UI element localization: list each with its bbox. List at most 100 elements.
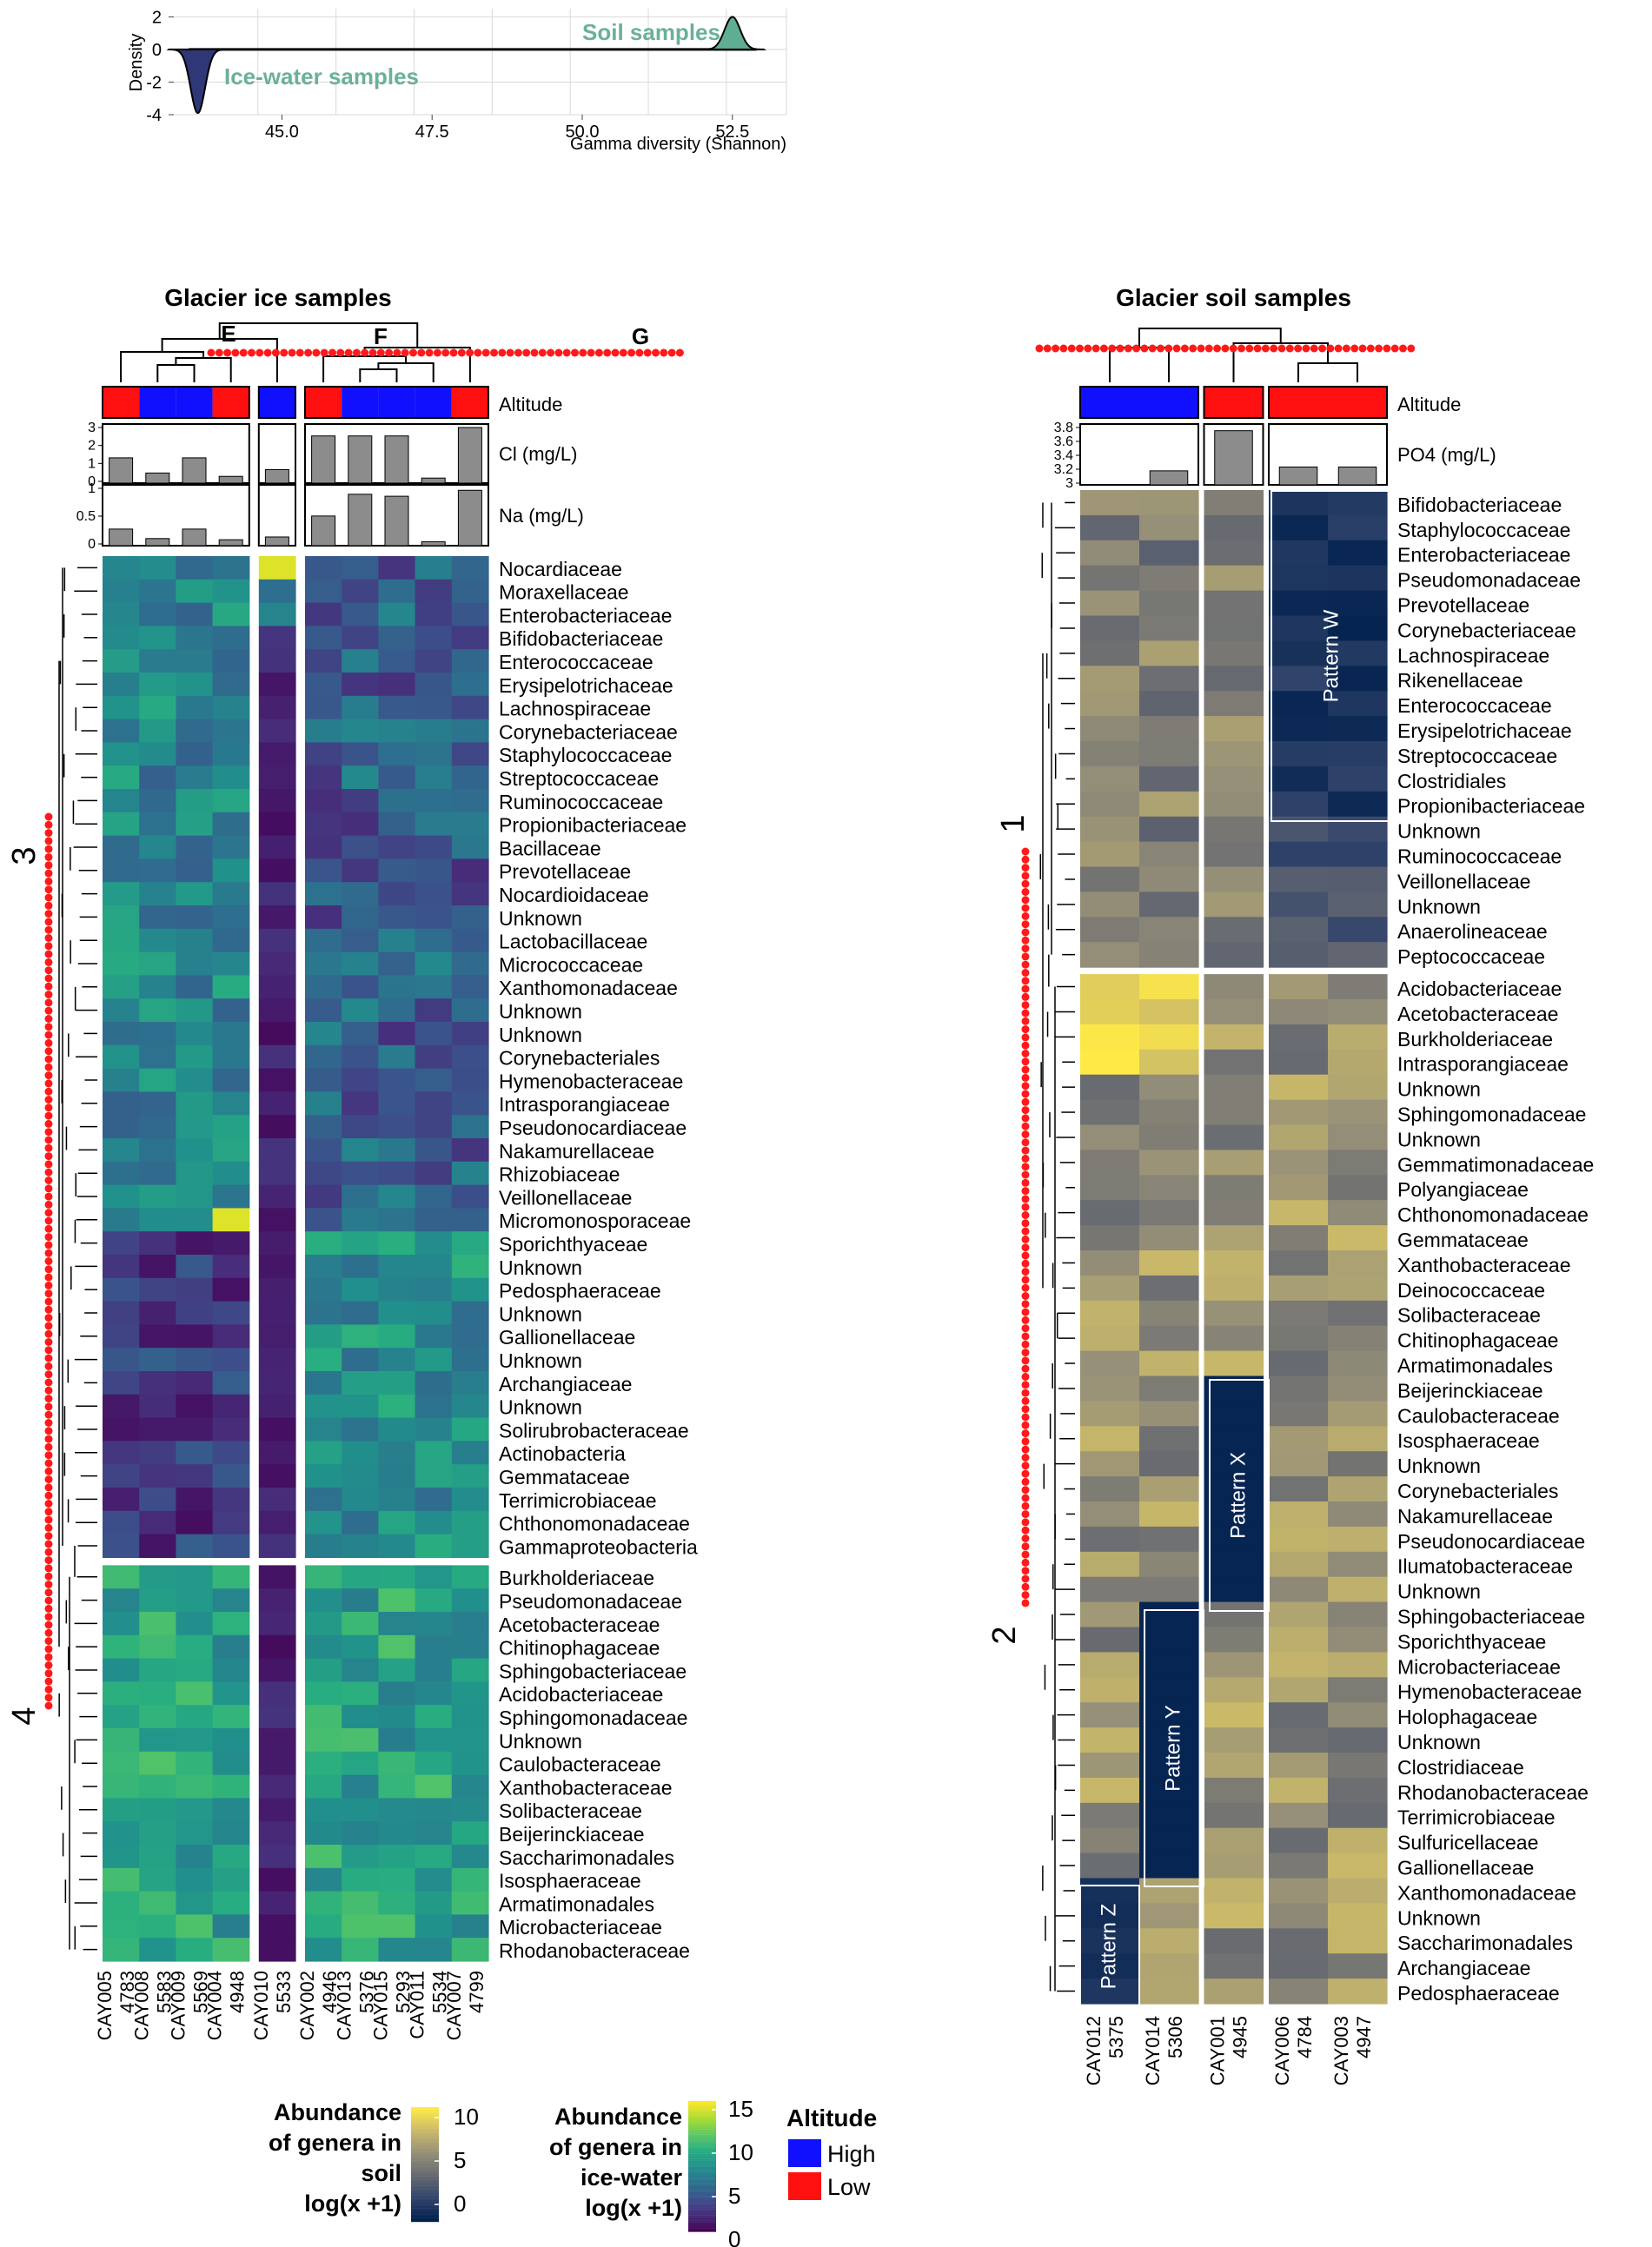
ice-legend-swatch bbox=[688, 2183, 716, 2185]
heat-cell bbox=[305, 1634, 342, 1660]
heat-cell bbox=[1328, 974, 1388, 1000]
cut-dot bbox=[1021, 1114, 1030, 1123]
heat-cell bbox=[1328, 1325, 1388, 1352]
heat-cell bbox=[378, 928, 416, 953]
heat-cell bbox=[1139, 999, 1199, 1025]
heat-cell bbox=[451, 602, 489, 626]
column-name-label: CAY015 bbox=[370, 1971, 392, 2040]
heat-cell bbox=[258, 1138, 296, 1163]
heat-cell bbox=[1139, 1903, 1199, 1929]
heat-cell bbox=[139, 1115, 176, 1139]
heat-cell bbox=[1139, 490, 1199, 516]
heat-cell bbox=[212, 1208, 250, 1232]
heat-cell bbox=[1204, 1777, 1264, 1804]
cut-dot bbox=[44, 1694, 53, 1702]
heat-cell bbox=[342, 1044, 379, 1070]
column-dendrogram-link bbox=[1109, 347, 1170, 382]
cut-dot bbox=[1021, 855, 1030, 864]
soil-legend-swatch bbox=[411, 2181, 439, 2184]
heat-cell bbox=[451, 1371, 489, 1395]
cut-dot bbox=[44, 1136, 53, 1144]
row-label: Unknown bbox=[499, 907, 582, 930]
column-dendrogram-link bbox=[175, 357, 232, 382]
heat-cell bbox=[1328, 892, 1388, 918]
cut-dot bbox=[239, 348, 248, 357]
heat-cell bbox=[342, 1728, 379, 1753]
row-label: Terrimicrobiaceae bbox=[1397, 1806, 1556, 1829]
heat-cell bbox=[176, 951, 214, 976]
row-label: Unknown bbox=[1397, 895, 1481, 918]
heat-cell bbox=[103, 1277, 140, 1302]
heat-cell bbox=[451, 1208, 489, 1232]
soil-legend-swatch bbox=[411, 2131, 439, 2134]
heat-cell bbox=[305, 1348, 342, 1372]
heat-cell bbox=[1139, 1074, 1199, 1101]
heat-cell bbox=[139, 1588, 176, 1613]
heat-cell bbox=[1269, 791, 1329, 818]
heat-cell bbox=[342, 1208, 379, 1232]
cut-dot bbox=[1164, 344, 1173, 353]
row-label: Unknown bbox=[499, 1000, 582, 1023]
heat-cell bbox=[378, 1138, 416, 1163]
heat-cell bbox=[212, 766, 250, 790]
ice-legend-swatch bbox=[688, 2103, 716, 2105]
soil-legend-swatch bbox=[411, 2191, 439, 2194]
heat-cell bbox=[305, 1255, 342, 1279]
heat-cell bbox=[378, 998, 416, 1023]
heat-cell bbox=[415, 1891, 453, 1915]
heat-cell bbox=[378, 1534, 416, 1558]
cut-dot bbox=[44, 1645, 53, 1654]
cut-dot bbox=[44, 1096, 53, 1104]
heat-cell bbox=[1080, 1250, 1140, 1276]
heat-cell bbox=[103, 1022, 140, 1046]
heat-cell bbox=[342, 1301, 379, 1325]
cut-dot bbox=[1021, 1251, 1030, 1260]
density-ytick-label: 2 bbox=[152, 8, 162, 27]
heat-cell bbox=[212, 695, 250, 720]
row-label: Micromonosporaceae bbox=[499, 1210, 691, 1232]
heat-cell bbox=[415, 1774, 453, 1799]
heat-cell bbox=[1204, 1325, 1264, 1352]
cut-dot bbox=[44, 1257, 53, 1265]
heat-cell bbox=[1080, 866, 1140, 892]
ice-legend-swatch bbox=[688, 2230, 716, 2232]
heat-cell bbox=[1328, 716, 1388, 742]
heat-cell bbox=[1204, 866, 1264, 892]
heat-cell bbox=[415, 556, 453, 580]
heat-cell bbox=[1328, 1702, 1388, 1728]
heat-cell bbox=[342, 1348, 379, 1372]
row-label: Solibacteraceae bbox=[1397, 1304, 1541, 1327]
cut-dot bbox=[320, 348, 328, 357]
cut-dot bbox=[1221, 344, 1230, 353]
cut-dot bbox=[1021, 1396, 1030, 1405]
ice-legend-tick: 15 bbox=[728, 2096, 753, 2122]
heat-cell bbox=[139, 1821, 176, 1846]
heat-cell bbox=[1139, 1601, 1199, 1628]
heat-cell bbox=[258, 1301, 296, 1325]
heat-cell bbox=[212, 1891, 250, 1915]
cut-dot bbox=[44, 1677, 53, 1686]
heat-cell bbox=[378, 602, 416, 626]
cut-dot bbox=[44, 1500, 53, 1508]
heat-cell bbox=[415, 789, 453, 813]
heat-cell bbox=[1204, 590, 1264, 617]
heat-cell bbox=[1204, 974, 1264, 1000]
column-code-label: 5583 bbox=[153, 1971, 175, 2013]
cut-dot bbox=[1334, 344, 1343, 353]
heat-cell bbox=[451, 1068, 489, 1092]
cut-dot bbox=[44, 1281, 53, 1289]
heat-cell bbox=[258, 1681, 296, 1706]
heat-cell bbox=[103, 1184, 140, 1209]
heat-cell bbox=[1269, 691, 1329, 717]
heat-cell bbox=[415, 673, 453, 697]
soil-legend-swatch bbox=[411, 2210, 439, 2213]
heat-cell bbox=[378, 579, 416, 604]
heat-cell bbox=[415, 812, 453, 837]
bar-annotation-bar bbox=[218, 475, 243, 484]
cut-dot bbox=[44, 966, 53, 975]
heat-cell bbox=[378, 789, 416, 813]
heat-cell bbox=[378, 1634, 416, 1660]
heat-cell bbox=[378, 1441, 416, 1465]
heat-cell bbox=[176, 1348, 214, 1372]
cut-dot bbox=[44, 820, 53, 829]
